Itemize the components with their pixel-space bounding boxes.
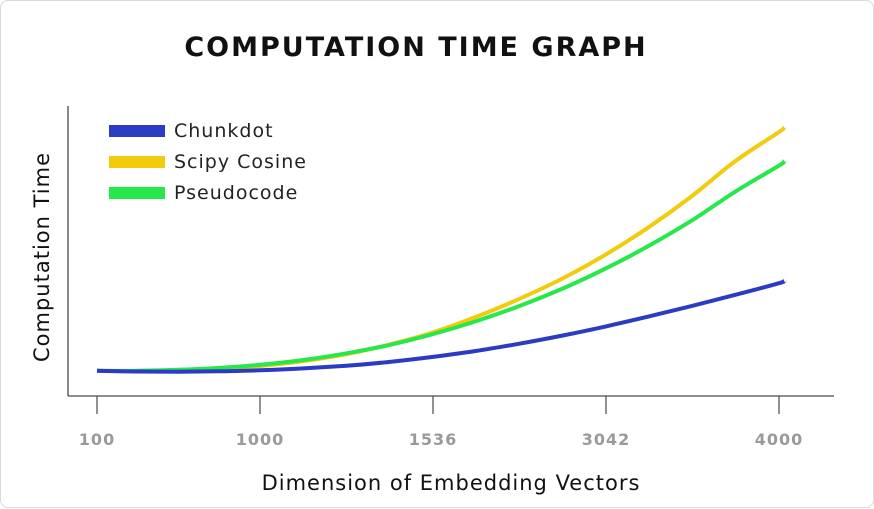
axes [67,106,834,397]
series-lines [96,125,787,374]
x-tick-label: 1536 [409,430,458,449]
legend-label-chunkdot: Chunkdot [174,120,274,142]
x-tick-label: 3042 [582,430,631,449]
legend-swatch-chunkdot [109,125,165,137]
legend: Chunkdot Scipy Cosine Pseudocode [109,120,307,204]
legend-swatch-scipy-cosine [109,156,165,168]
x-ticks: 100 1000 1536 3042 4000 [79,396,804,449]
x-tick-label: 100 [79,430,115,449]
x-tick-label: 1000 [236,430,285,449]
chart-title: COMPUTATION TIME GRAPH [184,32,647,63]
legend-swatch-pseudocode [109,187,165,199]
legend-label-scipy-cosine: Scipy Cosine [174,151,307,173]
x-tick-label: 4000 [755,430,804,449]
legend-label-pseudocode: Pseudocode [174,182,298,204]
series-line-pseudocode [96,159,787,373]
series-line-chunkdot [96,278,787,374]
y-axis-title: Computation Time [30,152,54,362]
x-axis-title: Dimension of Embedding Vectors [262,471,641,495]
